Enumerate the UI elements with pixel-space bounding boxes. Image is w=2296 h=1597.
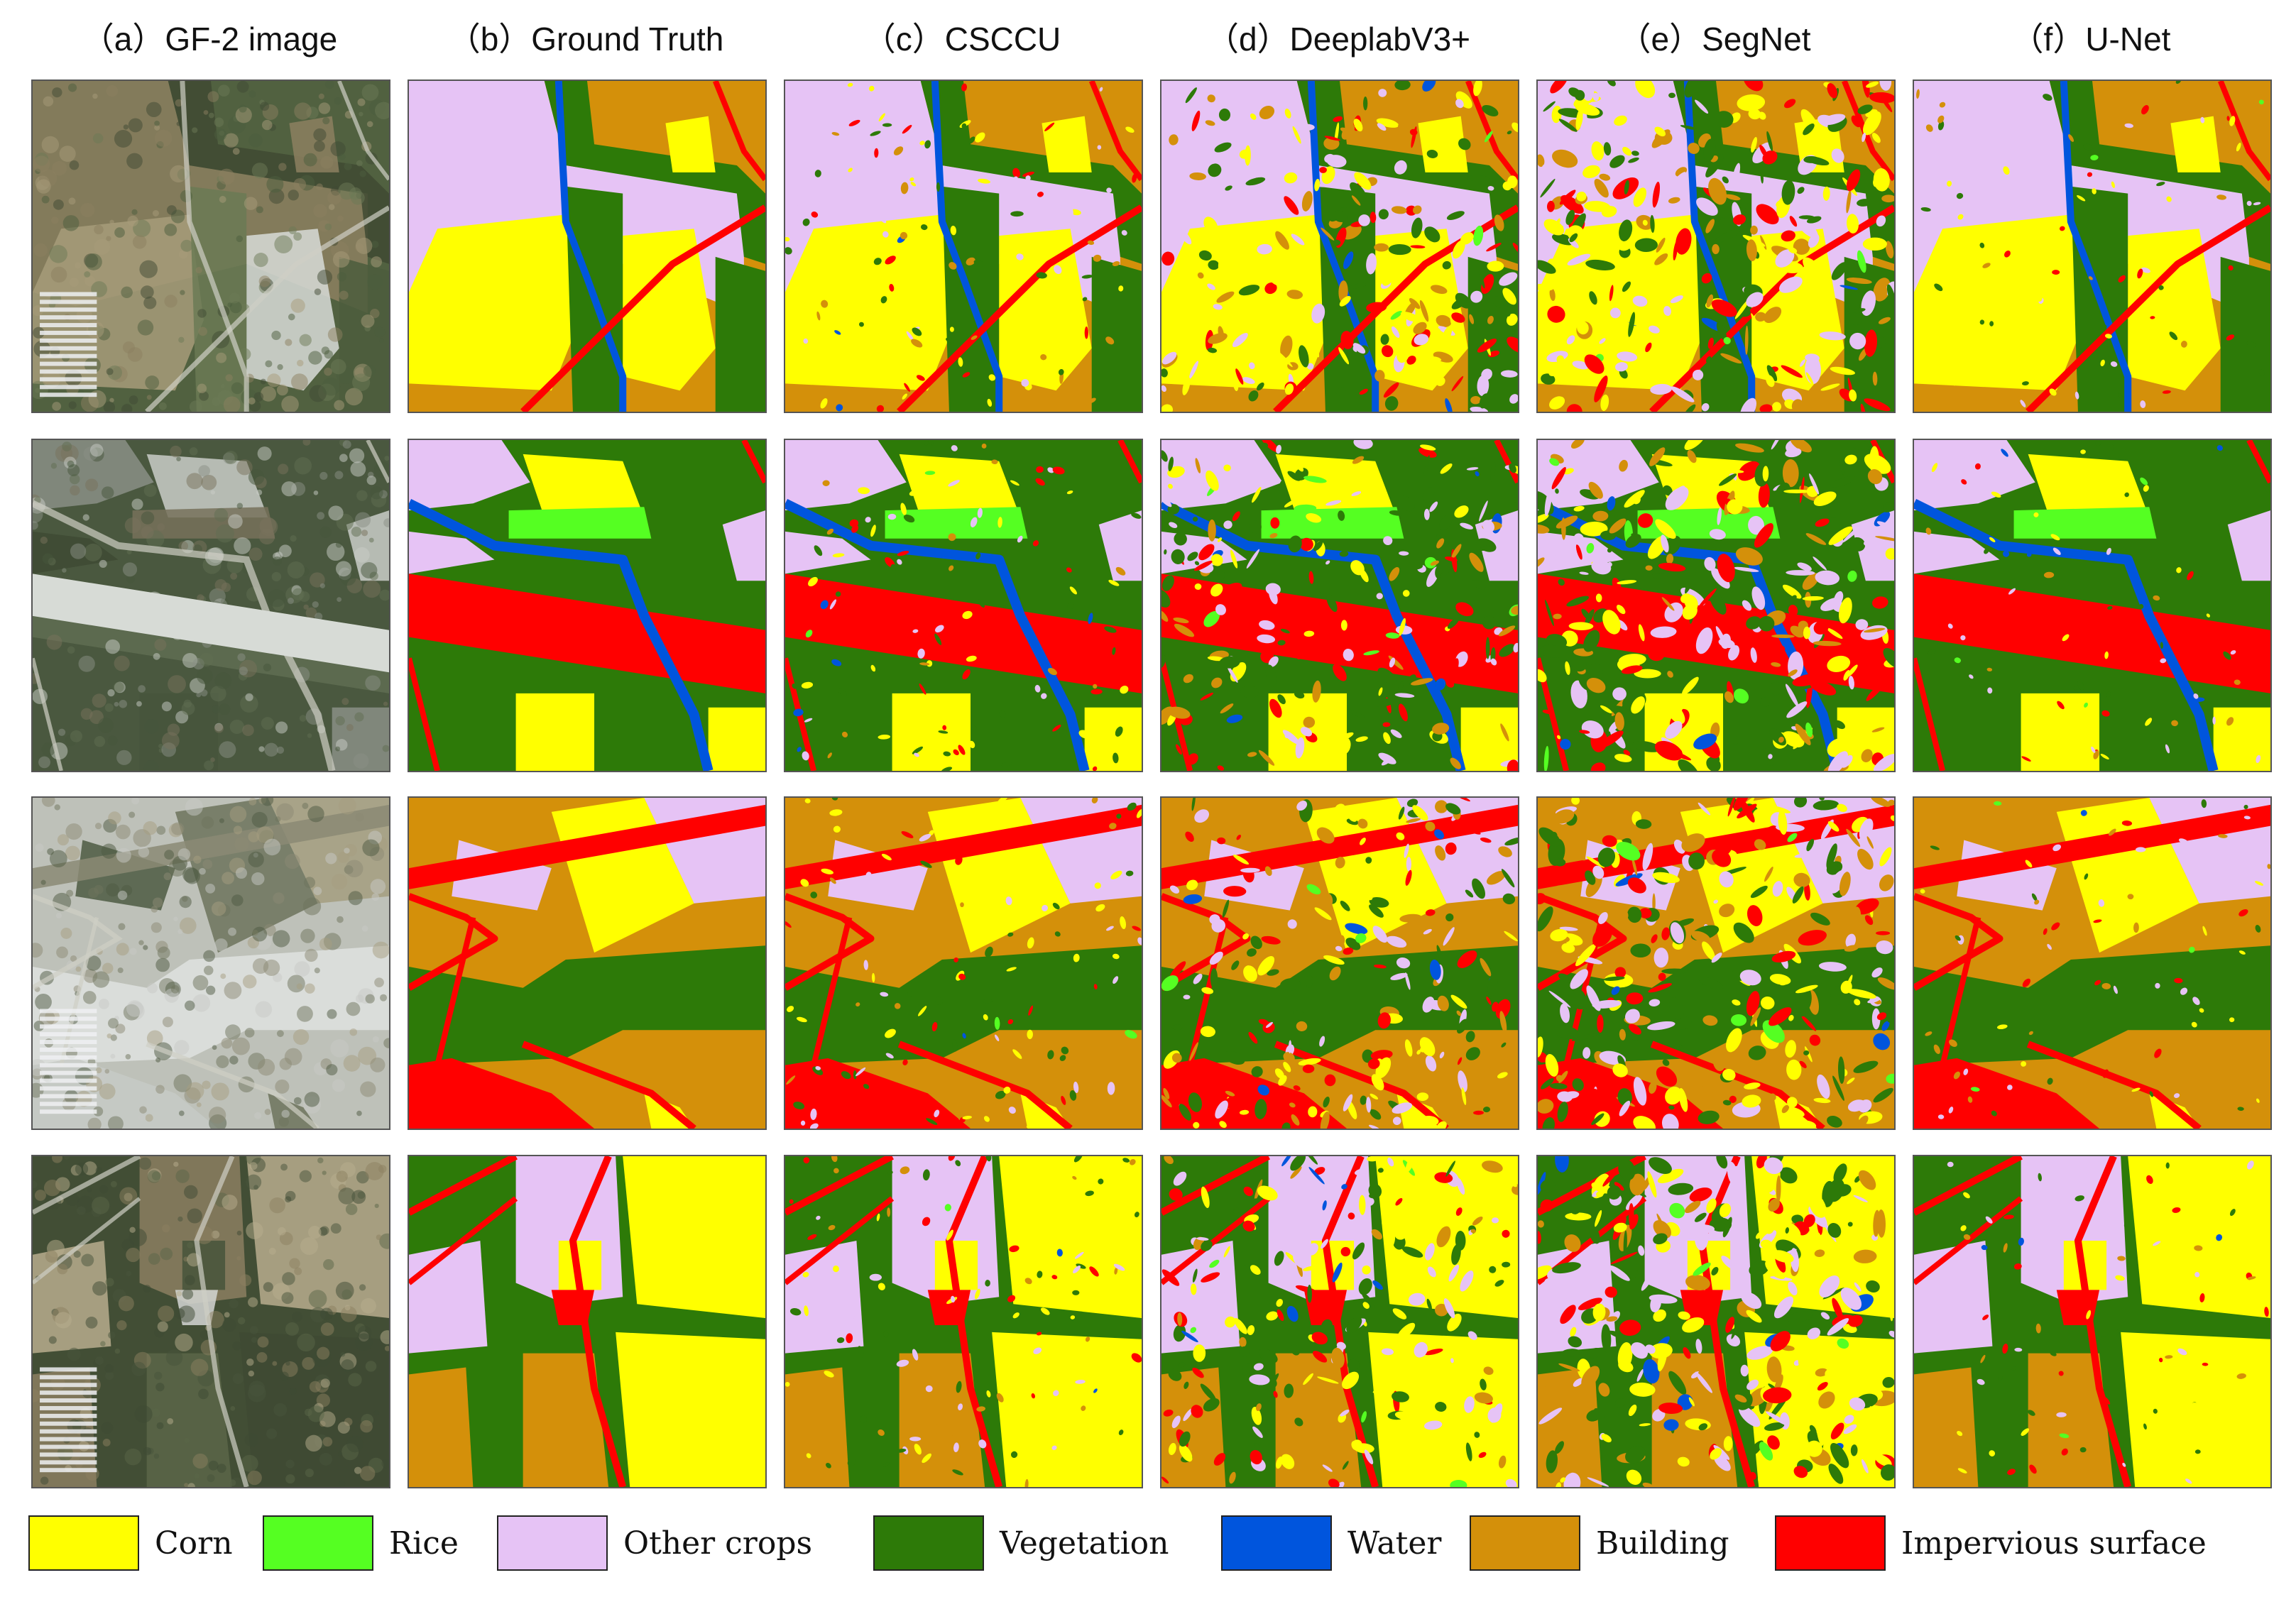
panel-unet-row-3 [1913,796,2272,1130]
column-heading-ground-truth: （b）Ground Truth [447,21,724,57]
panel-map-segnet-row-3 [1538,798,1894,1129]
column-heading-csccu: （c）CSCCU [863,21,1061,57]
panel-deeplabv3-row-1 [1160,79,1519,413]
panel-map-csccu-row-1 [785,81,1142,412]
panel-map-gf2-image-row-2 [33,440,389,771]
legend-swatch-impervious-surface [1775,1515,1886,1571]
legend-swatch-corn [28,1515,139,1571]
panel-csccu-row-1 [784,79,1143,413]
legend-swatch-water [1221,1515,1332,1571]
panel-map-deeplabv3-row-1 [1161,81,1518,412]
panel-map-segnet-row-4 [1538,1156,1894,1487]
panel-gf2-image-row-1 [31,79,390,413]
panel-map-segnet-row-2 [1538,440,1894,771]
column-heading-gf2-image: （a）GF-2 image [81,21,338,57]
panel-deeplabv3-row-2 [1160,439,1519,772]
panel-map-deeplabv3-row-2 [1161,440,1518,771]
panel-deeplabv3-row-4 [1160,1155,1519,1488]
panel-map-deeplabv3-row-4 [1161,1156,1518,1487]
legend-swatch-vegetation [873,1515,984,1571]
panel-ground-truth-row-3 [408,796,767,1130]
panel-map-unet-row-4 [1914,1156,2270,1487]
legend-label-rice: Rice [389,1525,459,1562]
panel-gf2-image-row-3 [31,796,390,1130]
panel-gf2-image-row-2 [31,439,390,772]
legend-label-building: Building [1596,1525,1729,1562]
panel-csccu-row-4 [784,1155,1143,1488]
panel-map-csccu-row-2 [785,440,1142,771]
panel-segnet-row-1 [1536,79,1896,413]
panel-map-deeplabv3-row-3 [1161,798,1518,1129]
legend-swatch-building [1470,1515,1580,1571]
panel-map-ground-truth-row-2 [409,440,765,771]
panel-segnet-row-4 [1536,1155,1896,1488]
panel-unet-row-4 [1913,1155,2272,1488]
panel-ground-truth-row-1 [408,79,767,413]
legend: Corn Rice Other crops Vegetation Water B… [28,1515,2279,1579]
legend-label-water: Water [1347,1525,1442,1562]
legend-label-corn: Corn [155,1525,233,1562]
panel-deeplabv3-row-3 [1160,796,1519,1130]
panel-unet-row-1 [1913,79,2272,413]
panel-map-gf2-image-row-1 [33,81,389,412]
column-heading-unet: （f）U-Net [2011,21,2171,57]
panel-map-csccu-row-3 [785,798,1142,1129]
panel-map-unet-row-3 [1914,798,2270,1129]
column-heading-segnet: （e）SegNet [1618,21,1811,57]
panel-csccu-row-2 [784,439,1143,772]
panel-segnet-row-3 [1536,796,1896,1130]
panel-map-ground-truth-row-1 [409,81,765,412]
panel-gf2-image-row-4 [31,1155,390,1488]
panel-ground-truth-row-4 [408,1155,767,1488]
panel-segnet-row-2 [1536,439,1896,772]
legend-swatch-other-crops [497,1515,608,1571]
panel-map-unet-row-2 [1914,440,2270,771]
panel-map-ground-truth-row-4 [409,1156,765,1487]
legend-label-impervious-surface: Impervious surface [1901,1525,2207,1562]
panel-unet-row-2 [1913,439,2272,772]
legend-swatch-rice [263,1515,373,1571]
panel-map-gf2-image-row-4 [33,1156,389,1487]
panel-map-unet-row-1 [1914,81,2270,412]
panel-map-gf2-image-row-3 [33,798,389,1129]
panel-ground-truth-row-2 [408,439,767,772]
panel-csccu-row-3 [784,796,1143,1130]
panel-map-csccu-row-4 [785,1156,1142,1487]
legend-label-vegetation: Vegetation [1000,1525,1169,1562]
panel-map-segnet-row-1 [1538,81,1894,412]
column-heading-deeplabv3: （d）DeeplabV3+ [1206,21,1471,57]
legend-label-other-crops: Other crops [623,1525,813,1562]
panel-map-ground-truth-row-3 [409,798,765,1129]
